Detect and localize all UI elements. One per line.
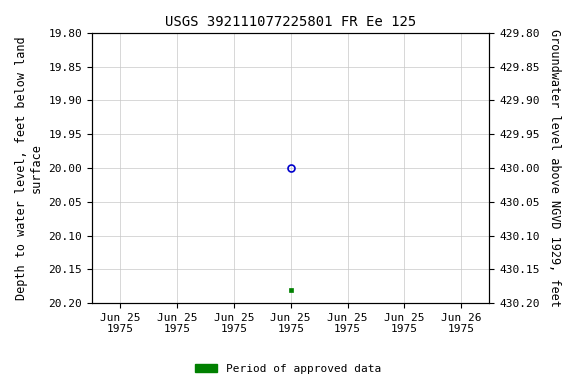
Y-axis label: Depth to water level, feet below land
surface: Depth to water level, feet below land su… bbox=[15, 36, 43, 300]
Y-axis label: Groundwater level above NGVD 1929, feet: Groundwater level above NGVD 1929, feet bbox=[548, 29, 561, 307]
Title: USGS 392111077225801 FR Ee 125: USGS 392111077225801 FR Ee 125 bbox=[165, 15, 416, 29]
Legend: Period of approved data: Period of approved data bbox=[191, 359, 385, 379]
